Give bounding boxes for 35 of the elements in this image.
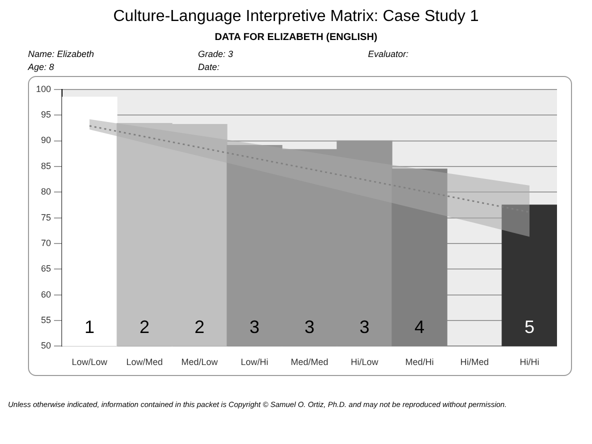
y-tick-label: 60 <box>41 289 52 300</box>
chart-subtitle: DATA FOR ELIZABETH (ENGLISH) <box>214 32 378 43</box>
annotation: 1 <box>84 317 95 338</box>
annotation: 3 <box>360 317 370 338</box>
annotation: 3 <box>304 317 315 338</box>
text: Date: <box>198 62 221 72</box>
y-tick-label: 70 <box>41 238 52 248</box>
x-tick-label: Low/Med <box>126 357 163 368</box>
y-tick-label: 95 <box>41 110 52 120</box>
x-tick-label: Hi/Med <box>460 357 489 368</box>
x-tick-label: Hi/Low <box>350 357 379 368</box>
annotation: 2 <box>194 317 205 338</box>
x-tick-label: Med/Med <box>290 357 328 368</box>
annotation: 3 <box>250 317 260 338</box>
x-tick-label: Low/Low <box>72 357 108 368</box>
text: Age: 8 <box>28 62 56 72</box>
chart-title: Culture-Language Interpretive Matrix: Case Study 1 <box>112 8 480 26</box>
text: Name: Elizabeth <box>28 49 96 59</box>
annotation: 4 <box>414 317 425 338</box>
y-tick-label: 100 <box>36 84 52 94</box>
y-tick-label: 90 <box>41 135 52 146</box>
y-tick-label: 50 <box>41 340 52 351</box>
x-tick-label: Med/Low <box>181 357 218 368</box>
y-tick-label: 65 <box>41 264 52 274</box>
x-tick-label: Low/Hi <box>240 357 268 368</box>
y-tick-label: 55 <box>41 315 52 326</box>
y-tick-label: 85 <box>41 160 52 171</box>
y-tick-label: 75 <box>41 212 52 222</box>
annotation: 2 <box>140 317 150 338</box>
text: Grade: 3 <box>198 49 234 59</box>
y-tick-label: 80 <box>41 186 52 197</box>
x-tick-label: Med/Hi <box>405 357 434 368</box>
annotation: 5 <box>524 317 535 338</box>
text: Evaluator: <box>368 49 410 59</box>
x-tick-label: Hi/Hi <box>520 357 540 368</box>
